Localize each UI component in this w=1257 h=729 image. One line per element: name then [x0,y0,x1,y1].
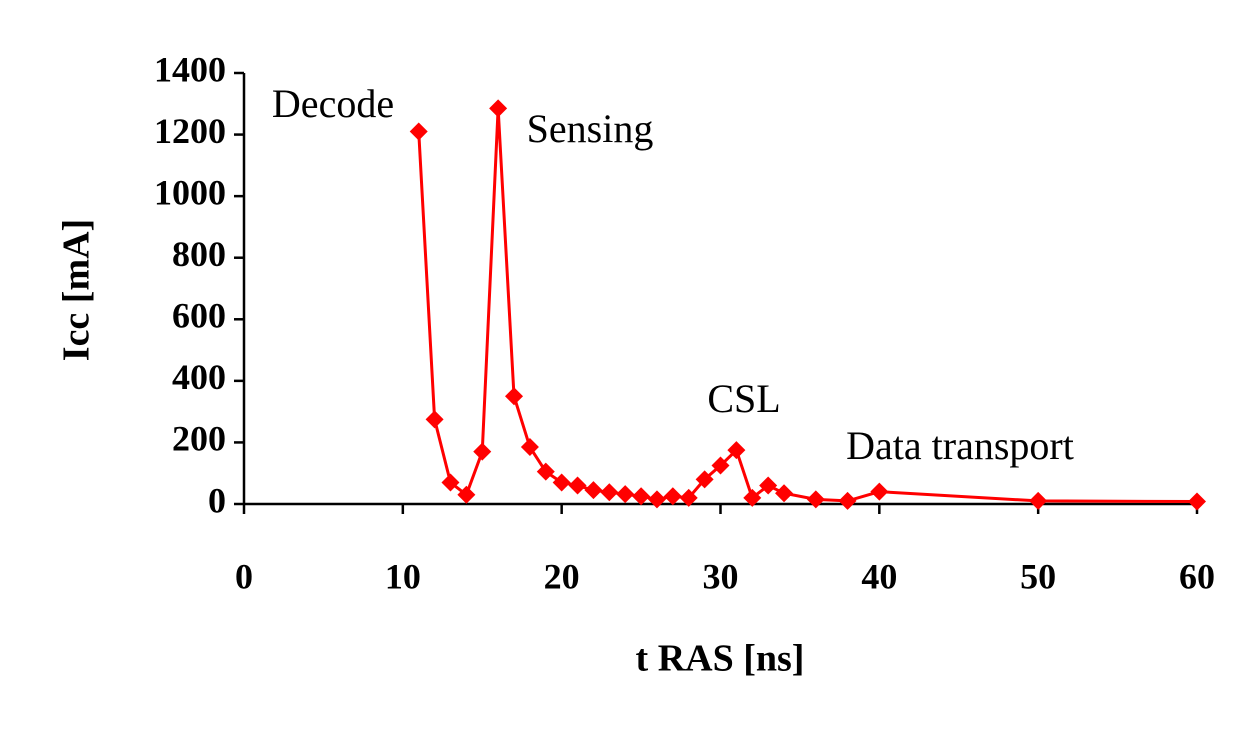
x-tick-label: 30 [703,556,739,596]
y-tick-label: 1400 [154,49,226,89]
marker [600,483,619,502]
marker [616,485,635,504]
marker [568,476,587,495]
marker [711,456,730,475]
marker [1029,491,1048,510]
x-axis-title: t RAS [ns] [636,638,805,680]
line [417,108,1198,504]
x-tick-label: 50 [1020,556,1056,596]
x-tick-label: 20 [544,556,580,596]
annotation: CSL [707,376,780,421]
marker [409,122,428,141]
y-tick-label: 1200 [154,111,226,151]
marker [505,387,524,406]
y-tick-label: 600 [172,296,226,336]
marker [759,476,778,495]
annotation: Sensing [527,106,654,151]
x-tick-label: 0 [235,556,253,596]
marker [473,442,492,461]
y-tick-label: 200 [172,419,226,459]
x-tick-label: 10 [385,556,421,596]
marker [441,473,460,492]
y-tick-label: 400 [172,357,226,397]
marker [584,481,603,500]
marker [1188,492,1206,511]
y-tick-label: 800 [172,234,226,274]
marker [552,473,571,492]
marker [425,410,444,429]
annotation: Data transport [846,423,1074,468]
marker [632,487,651,506]
y-tick-label: 1000 [154,172,226,212]
marker [838,491,857,510]
x-tick-label: 60 [1179,556,1215,596]
marker [743,488,762,507]
marker [647,490,666,509]
marker [806,490,825,509]
marker [520,438,539,457]
y-axis-title: Icc [mA] [56,219,98,361]
marker [663,487,682,506]
x-tick-label: 40 [861,556,897,596]
y-tick-label: 0 [208,480,226,520]
marker [536,462,555,481]
annotation: Decode [272,81,394,126]
marker [695,470,714,489]
marker [775,484,794,503]
marker [489,99,508,118]
marker [870,482,889,501]
marker [679,488,698,507]
marker [727,441,746,460]
marker [457,485,476,504]
